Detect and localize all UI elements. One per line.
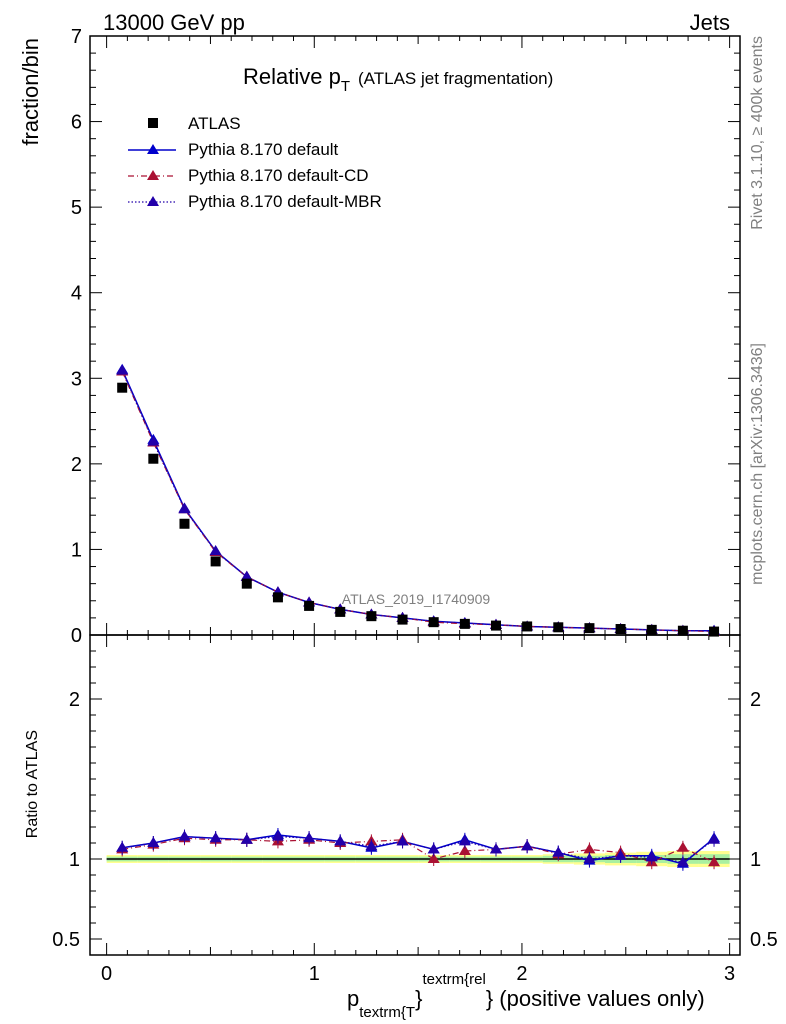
ratio-marker-mbr: [645, 851, 658, 862]
data-point-atlas: [428, 617, 439, 628]
y-axis-label-top: fraction/bin: [18, 38, 43, 146]
legend-label-mbr: Pythia 8.170 default-MBR: [188, 192, 382, 211]
plot-title: Relative pT (ATLAS jet fragmentation): [243, 64, 553, 95]
ratio-marker-cd: [427, 853, 440, 863]
ratio-marker-mbr: [334, 835, 347, 846]
ratio-marker-mbr: [271, 830, 284, 841]
marker-mbr: [147, 435, 160, 446]
legend-marker-default: [147, 144, 159, 154]
data-point-atlas: [397, 614, 408, 625]
data-point-atlas: [335, 606, 346, 617]
header-right: Jets: [690, 10, 730, 35]
ratio-marker-mbr: [489, 843, 502, 854]
data-point-atlas: [366, 611, 377, 622]
ratio-y-tick-label: 0.5: [52, 929, 80, 951]
data-point-atlas: [522, 621, 533, 632]
legend-label-default: Pythia 8.170 default: [188, 140, 339, 159]
legend: ATLAS Pythia 8.170 default Pythia 8.170 …: [128, 114, 382, 211]
y-tick-label: 4: [71, 283, 82, 305]
data-point-atlas: [584, 623, 595, 634]
ratio-marker-mbr: [583, 853, 596, 863]
data-point-atlas: [148, 453, 159, 464]
data-point-atlas: [210, 556, 221, 567]
legend-marker-cd: [147, 170, 159, 180]
ratio-marker-mbr: [614, 849, 627, 860]
ratio-marker-mbr: [427, 843, 440, 854]
y-tick-label: 6: [71, 112, 82, 134]
ratio-marker-cd: [458, 845, 471, 855]
data-point-atlas: [709, 626, 720, 637]
legend-label-atlas: ATLAS: [188, 114, 241, 133]
ratio-y-tick-label-right: 1: [750, 849, 761, 871]
y-tick-label: 0: [71, 625, 82, 647]
ratio-marker-mbr: [178, 830, 191, 841]
x-tick-label: 0: [101, 963, 112, 985]
data-point-atlas: [677, 625, 688, 636]
y-tick-label: 3: [71, 368, 82, 390]
legend-label-cd: Pythia 8.170 default-CD: [188, 166, 369, 185]
mcplots-label: mcplots.cern.ch [arXiv:1306.3436]: [749, 343, 766, 585]
data-point-atlas: [179, 518, 190, 529]
data-point-atlas: [646, 624, 657, 635]
ratio-marker-mbr: [365, 840, 378, 851]
data-point-atlas: [304, 600, 315, 611]
data-point-atlas: [553, 622, 564, 633]
header-left: 13000 GeV pp: [103, 10, 245, 35]
ratio-marker-mbr: [458, 835, 471, 846]
marker-mbr: [240, 570, 253, 581]
marker-mbr: [178, 503, 191, 514]
ratio-marker-mbr: [708, 833, 721, 844]
ratio-marker-mbr: [303, 832, 316, 843]
ratio-y-tick-label: 2: [69, 689, 80, 711]
x-tick-label: 1: [309, 963, 320, 985]
analysis-watermark: ATLAS_2019_I1740909: [342, 591, 491, 607]
ratio-line-mbr: [122, 835, 715, 863]
data-point-atlas: [615, 624, 626, 635]
ratio-y-tick-label-right: 2: [750, 689, 761, 711]
y-axis-label-ratio: Ratio to ATLAS: [24, 730, 41, 838]
x-tick-label: 3: [724, 963, 735, 985]
ratio-marker-mbr: [147, 837, 160, 847]
data-point-atlas: [272, 592, 283, 603]
ratio-marker-mbr: [116, 841, 129, 852]
marker-mbr: [209, 545, 222, 556]
y-tick-label: 5: [71, 197, 82, 219]
ratio-y-tick-label: 1: [69, 849, 80, 871]
legend-marker-mbr: [147, 196, 159, 206]
data-point-atlas: [241, 578, 252, 589]
ratio-marker-cd: [708, 856, 721, 867]
ratio-marker-cd: [583, 843, 596, 854]
legend-marker-atlas: [148, 118, 158, 128]
ratio-line-cd: [122, 837, 715, 863]
x-tick-label: 2: [516, 963, 527, 985]
data-point-atlas: [117, 382, 128, 393]
ratio-marker-cd: [676, 841, 689, 852]
y-tick-label: 2: [71, 454, 82, 476]
rivet-label: Rivet 3.1.10, ≥ 400k events: [749, 36, 766, 230]
y-tick-label: 7: [71, 26, 82, 48]
ratio-marker-mbr: [521, 840, 534, 851]
data-point-atlas: [459, 618, 470, 629]
ratio-marker-mbr: [209, 832, 222, 843]
ratio-marker-mbr: [396, 835, 409, 846]
ratio-marker-mbr: [676, 856, 689, 867]
ratio-y-tick-label-right: 0.5: [750, 929, 778, 951]
ratio-plot-frame: [89, 634, 741, 956]
marker-mbr: [116, 364, 129, 375]
y-tick-label: 1: [71, 539, 82, 561]
ratio-marker-mbr: [240, 833, 253, 844]
data-point-atlas: [490, 620, 501, 631]
ratio-marker-mbr: [552, 846, 565, 857]
x-axis-label: ptextrm{T}textrm{rel} (positive values o…: [347, 971, 705, 1021]
